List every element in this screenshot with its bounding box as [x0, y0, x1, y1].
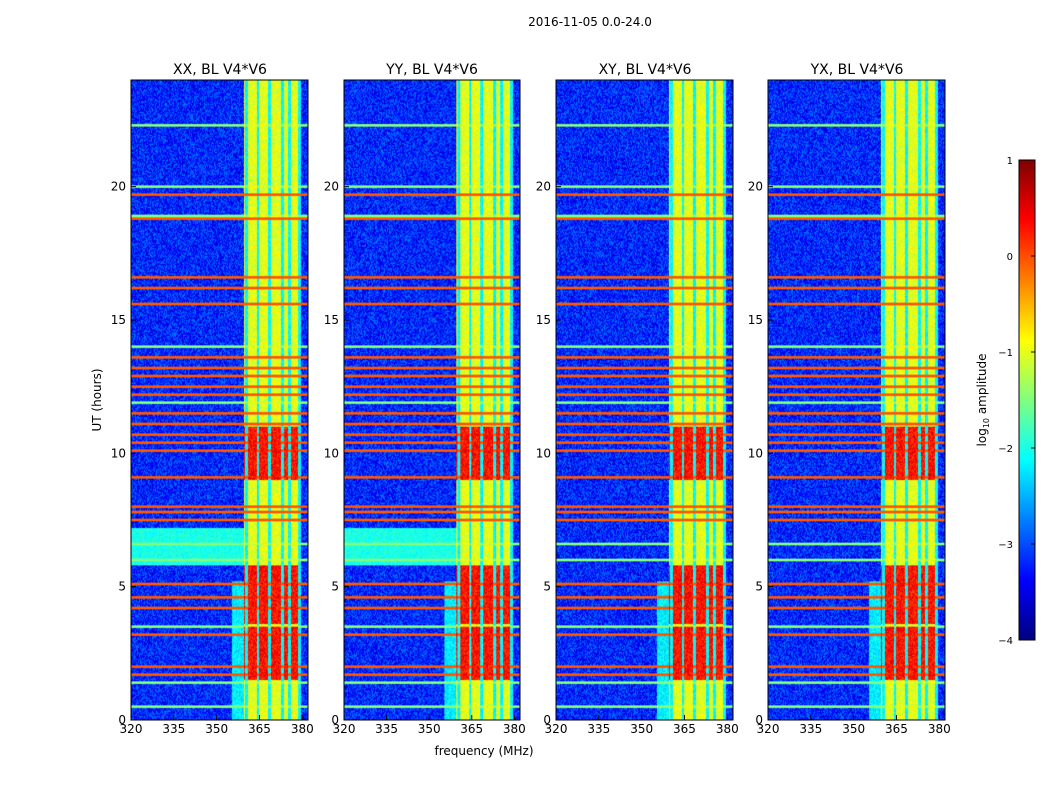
colorbar-tick-label: 1	[1007, 156, 1013, 167]
x-tick-label: 380	[503, 722, 526, 736]
y-tick-label: 15	[748, 313, 763, 327]
y-tick-label: 0	[118, 713, 126, 727]
y-tick-label: 0	[331, 713, 339, 727]
panel-frame	[767, 79, 946, 721]
x-tick-label: 365	[248, 722, 271, 736]
figure-title: 2016-11-05 0.0-24.0	[528, 15, 652, 29]
y-tick-label: 5	[118, 580, 126, 594]
colorbar-tick-label: −1	[998, 348, 1013, 359]
x-tick-label: 380	[716, 722, 739, 736]
panel-frame	[555, 79, 734, 721]
x-tick-label: 350	[205, 722, 228, 736]
y-tick-label: 20	[536, 180, 551, 194]
tick-group: 320 335 350 365 380 0 5 10 15 20	[111, 180, 314, 736]
x-tick-label: 320	[545, 722, 568, 736]
tick-group: 320 335 350 365 380 0 5 10 15 20	[324, 180, 526, 736]
y-tick-label: 0	[755, 713, 763, 727]
panel-yy: YY, BL V4*V6 320 335 350 365 380 0 5 10 15 20	[324, 62, 526, 736]
colorbar-tick-label: −2	[998, 444, 1013, 455]
tick-group: 320 335 350 365 380 0 5 10 15 20	[536, 180, 739, 736]
colorbar-tick-label: 0	[1007, 252, 1013, 263]
colorbar-tick-label: −3	[998, 540, 1013, 551]
x-axis-label: frequency (MHz)	[434, 744, 533, 758]
y-tick-label: 5	[755, 580, 763, 594]
colorbar-tick-label: −4	[998, 636, 1013, 647]
y-tick-label: 5	[543, 580, 551, 594]
x-tick-label: 350	[842, 722, 865, 736]
colorbar-ticks: 1 0 −1 −2 −3 −4	[998, 156, 1035, 647]
x-tick-label: 365	[673, 722, 696, 736]
panel-frame	[343, 79, 521, 721]
colorbar: 1 0 −1 −2 −3 −4 log10 amplitude	[975, 156, 1036, 647]
panel-title: YX, BL V4*V6	[810, 62, 904, 78]
y-tick-label: 20	[748, 180, 763, 194]
panel-yx: YX, BL V4*V6 320 335 350 365 380 0 5 10 15 20	[748, 62, 951, 736]
panel-xy: XY, BL V4*V6 320 335 350 365 380 0 5 10 15 20	[536, 62, 739, 736]
x-tick-label: 335	[799, 722, 822, 736]
y-tick-label: 0	[543, 713, 551, 727]
panel-xx: XX, BL V4*V6 320 335 350 365 380 0 5 10 15 20	[111, 62, 314, 736]
y-tick-label: 10	[324, 446, 339, 460]
x-tick-label: 350	[630, 722, 653, 736]
panel-title: YY, BL V4*V6	[385, 62, 478, 78]
spectrogram-image	[131, 80, 308, 720]
x-tick-label: 380	[928, 722, 951, 736]
y-tick-label: 20	[111, 180, 126, 194]
y-tick-label: 15	[111, 313, 126, 327]
panel-title: XY, BL V4*V6	[599, 62, 692, 78]
x-tick-label: 320	[333, 722, 356, 736]
spectrogram-image	[344, 80, 520, 720]
x-tick-label: 320	[757, 722, 780, 736]
y-tick-label: 15	[536, 313, 551, 327]
spectrogram-image	[556, 80, 733, 720]
colorbar-gradient	[1018, 159, 1036, 641]
panel-title: XX, BL V4*V6	[173, 62, 267, 78]
x-tick-label: 380	[291, 722, 314, 736]
panel-frame	[130, 79, 309, 721]
x-tick-label: 350	[418, 722, 441, 736]
spectrogram-image	[768, 80, 945, 720]
x-tick-label: 320	[120, 722, 143, 736]
x-tick-label: 335	[162, 722, 185, 736]
y-tick-label: 15	[324, 313, 339, 327]
x-tick-label: 335	[375, 722, 398, 736]
tick-group: 320 335 350 365 380 0 5 10 15 20	[748, 180, 951, 736]
x-tick-label: 335	[587, 722, 610, 736]
x-tick-label: 365	[460, 722, 483, 736]
y-axis-label: UT (hours)	[90, 368, 104, 431]
x-tick-label: 365	[885, 722, 908, 736]
y-tick-label: 10	[536, 446, 551, 460]
y-tick-label: 10	[748, 446, 763, 460]
y-tick-label: 5	[331, 580, 339, 594]
y-tick-label: 10	[111, 446, 126, 460]
y-tick-label: 20	[324, 180, 339, 194]
colorbar-label: log10 amplitude	[975, 354, 991, 447]
